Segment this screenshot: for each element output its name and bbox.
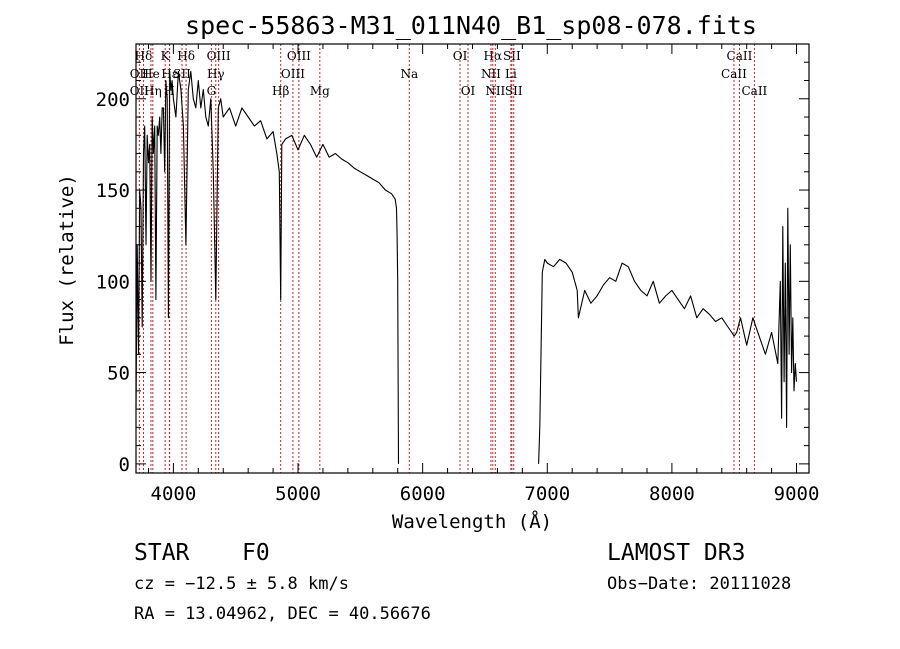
- x-tick-label-2: 6000: [400, 483, 446, 505]
- plot-frame: [135, 43, 810, 474]
- line-label-middle-7: NII: [481, 67, 501, 81]
- axis-ticks: 4000 5000 6000 7000 8000 9000 0 50 100 150 200: [96, 44, 820, 505]
- line-label-bottom-0: OII: [130, 84, 150, 98]
- line-label-top-8: CaII: [727, 49, 753, 63]
- y-axis-label: Flux (relative): [56, 174, 78, 346]
- x-tick-label-4: 8000: [649, 483, 695, 505]
- y-tick-label-3: 150: [96, 180, 130, 202]
- line-label-top-7: SII: [503, 49, 521, 63]
- line-label-top-4: OIII: [287, 49, 311, 63]
- line-label-bottom-8: SII: [505, 84, 523, 98]
- y-tick-label-4: 200: [96, 89, 130, 111]
- object-class: STAR: [134, 540, 190, 566]
- x-tick-label-5: 9000: [774, 483, 820, 505]
- x-tick-label-0: 4000: [151, 483, 197, 505]
- line-label-top-1: K: [161, 49, 171, 63]
- x-tick-label-1: 5000: [275, 483, 321, 505]
- chart-title: spec-55863-M31_011N40_B1_sp08-078.fits: [185, 11, 757, 40]
- line-label-middle-4: Hγ: [207, 67, 225, 81]
- line-label-bottom-4: Hβ: [272, 84, 289, 98]
- survey-name: LAMOST DR3: [607, 540, 745, 566]
- line-label-middle-1: He: [142, 67, 160, 81]
- line-label-middle-8: Li: [505, 67, 517, 81]
- line-label-top-6: Hα: [484, 49, 503, 63]
- line-label-top-0: Hδ: [135, 49, 153, 63]
- spectrum-plot: [135, 70, 798, 464]
- spectral-subclass: F0: [242, 540, 270, 566]
- line-label-bottom-5: Mg: [310, 84, 330, 98]
- line-label-bottom-9: CaII: [741, 84, 767, 98]
- y-tick-label-2: 100: [96, 271, 130, 293]
- line-label-middle-9: CaII: [721, 67, 747, 81]
- line-label-top-5: OI: [453, 49, 468, 63]
- line-label-middle-0: OII: [130, 67, 150, 81]
- line-label-middle-3: SII: [173, 67, 191, 81]
- line-label-middle-6: Na: [400, 67, 418, 81]
- line-label-middle-5: OIII: [281, 67, 305, 81]
- sky-coordinates: RA = 13.04962, DEC = 40.56676: [134, 604, 431, 624]
- line-label-bottom-3: G: [207, 84, 217, 98]
- observation-date: Obs−Date: 20111028: [607, 574, 791, 594]
- line-label-top-3: OIII: [207, 49, 231, 63]
- spectrum-segment-red-arm: [538, 207, 798, 464]
- line-label-bottom-6: OI: [461, 84, 476, 98]
- line-label-top-2: Hδ: [177, 49, 195, 63]
- spectrum-segment-blue-arm: [135, 70, 400, 464]
- x-tick-label-3: 7000: [524, 483, 570, 505]
- line-label-bottom-7: NII: [485, 84, 505, 98]
- line-label-bottom-1: Hη: [144, 84, 162, 98]
- y-tick-label-0: 0: [119, 454, 130, 476]
- x-axis-label: Wavelength (Å): [392, 510, 552, 533]
- redshift-velocity: cz = −12.5 ± 5.8 km/s: [134, 574, 349, 594]
- y-tick-label-1: 50: [107, 363, 130, 385]
